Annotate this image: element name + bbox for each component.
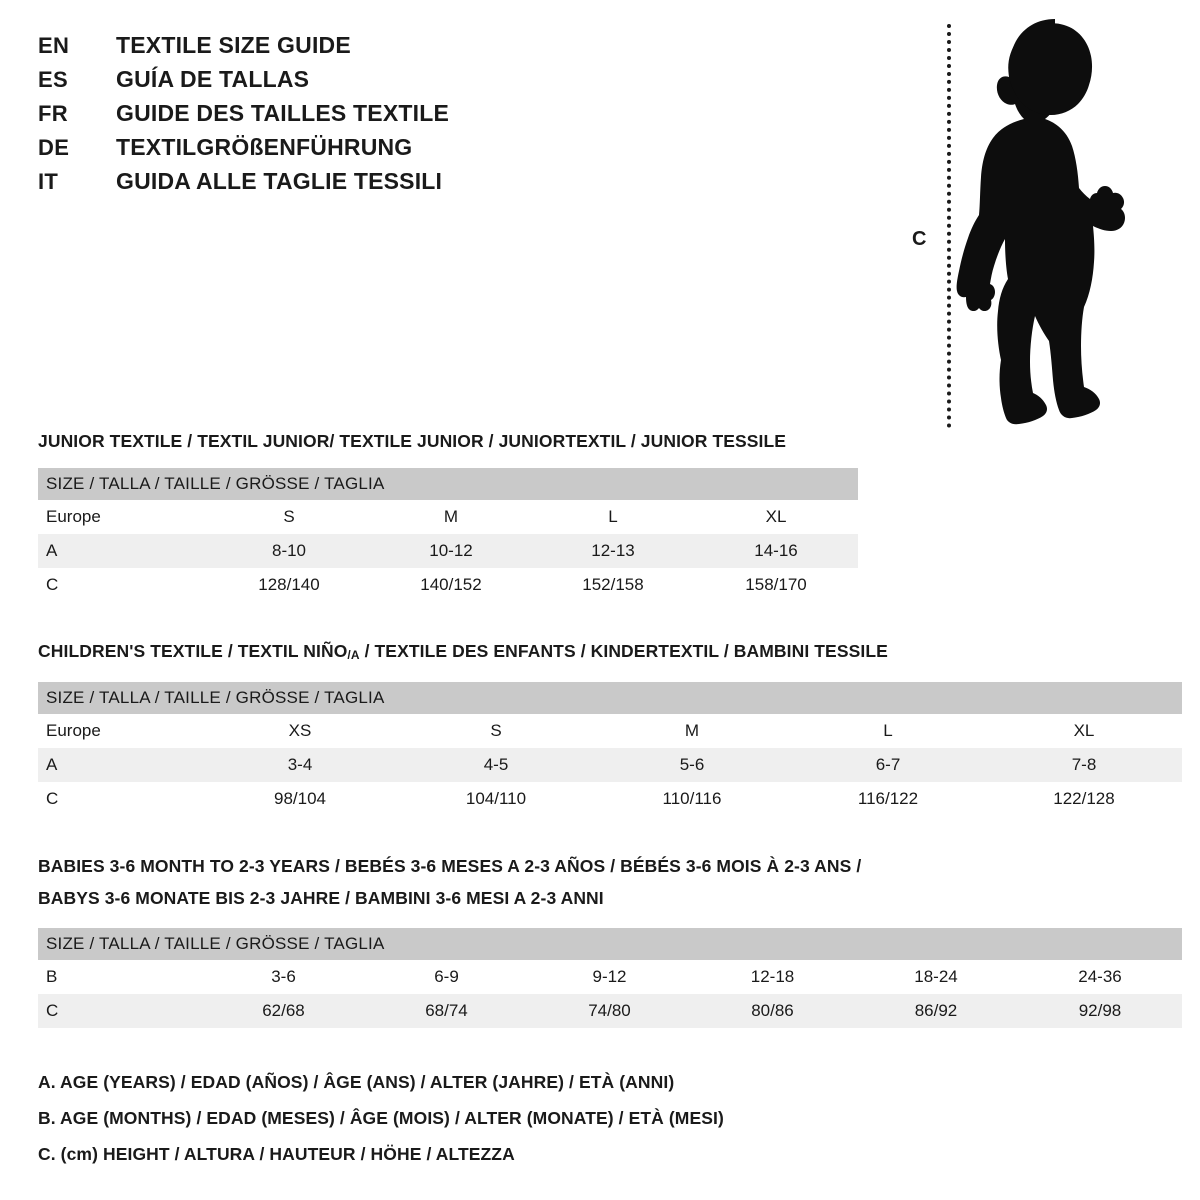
- cell-height: 128/140: [208, 568, 370, 602]
- table-header-band-junior: SIZE / TALLA / TAILLE / GRÖSSE / TAGLIA: [38, 468, 859, 500]
- cell-age-months: 9-12: [528, 960, 691, 994]
- cell-height: 98/104: [202, 782, 398, 816]
- cell-height: 62/68: [202, 994, 365, 1028]
- section-title-children-subscript: /A: [347, 648, 360, 662]
- cell-age: 6-7: [790, 748, 986, 782]
- cell-age-months: 18-24: [854, 960, 1018, 994]
- cell-size: XL: [986, 714, 1182, 748]
- row-label-c: C: [38, 782, 202, 816]
- language-title-it: GUIDA ALLE TAGLIE TESSILI: [116, 168, 443, 194]
- table-header-band-children: SIZE / TALLA / TAILLE / GRÖSSE / TAGLIA: [38, 682, 1182, 714]
- cell-age: 10-12: [370, 534, 532, 568]
- table-row: C 128/140 140/152 152/158 158/170: [38, 568, 859, 602]
- table-row: Europe S M L XL: [38, 500, 859, 534]
- table-row: Europe XS S M L XL: [38, 714, 1182, 748]
- table-row: C 98/104 104/110 110/116 116/122 122/128: [38, 782, 1182, 816]
- language-code-en: EN: [38, 33, 70, 58]
- cell-size: L: [532, 500, 694, 534]
- cell-age-months: 3-6: [202, 960, 365, 994]
- row-label-europe: Europe: [38, 500, 208, 534]
- language-row-fr: FR GUIDE DES TAILLES TEXTILE: [38, 100, 598, 134]
- language-code-fr: FR: [38, 101, 68, 126]
- cell-age-months: 24-36: [1018, 960, 1182, 994]
- height-measurement-figure: C: [890, 10, 1180, 435]
- cell-size: XL: [694, 500, 859, 534]
- section-title-junior: JUNIOR TEXTILE / TEXTIL JUNIOR/ TEXTILE …: [38, 431, 787, 451]
- language-title-de: TEXTILGRÖßENFÜHRUNG: [116, 134, 413, 160]
- row-label-a: A: [38, 534, 208, 568]
- language-code-it: IT: [38, 169, 59, 194]
- language-code-de: DE: [38, 135, 70, 160]
- children-size-table: SIZE / TALLA / TAILLE / GRÖSSE / TAGLIA …: [38, 682, 1182, 816]
- language-title-fr: GUIDE DES TAILLES TEXTILE: [116, 100, 449, 126]
- cell-age: 4-5: [398, 748, 594, 782]
- row-label-c: C: [38, 994, 202, 1028]
- section-title-children: CHILDREN'S TEXTILE / TEXTIL NIÑO/A / TEX…: [38, 637, 1182, 669]
- band-label-babies: SIZE / TALLA / TAILLE / GRÖSSE / TAGLIA: [38, 928, 1182, 960]
- cell-age: 5-6: [594, 748, 790, 782]
- height-marker-label: C: [912, 228, 927, 250]
- section-title-babies-line2: BABYS 3-6 MONATE BIS 2-3 JAHRE / BAMBINI…: [38, 888, 604, 908]
- table-row: C 62/68 68/74 74/80 80/86 86/92 92/98: [38, 994, 1182, 1028]
- cell-size: M: [370, 500, 532, 534]
- language-title-block: EN TEXTILE SIZE GUIDE ES GUÍA DE TALLAS …: [38, 32, 598, 202]
- cell-age: 7-8: [986, 748, 1182, 782]
- cell-height: 116/122: [790, 782, 986, 816]
- row-label-europe: Europe: [38, 714, 202, 748]
- language-row-en: EN TEXTILE SIZE GUIDE: [38, 32, 598, 66]
- language-row-it: IT GUIDA ALLE TAGLIE TESSILI: [38, 168, 598, 202]
- table-row: B 3-6 6-9 9-12 12-18 18-24 24-36: [38, 960, 1182, 994]
- cell-age-months: 12-18: [691, 960, 854, 994]
- cell-age: 8-10: [208, 534, 370, 568]
- cell-age-months: 6-9: [365, 960, 528, 994]
- cell-height: 152/158: [532, 568, 694, 602]
- section-title-children-post: / TEXTILE DES ENFANTS / KINDERTEXTIL / B…: [359, 641, 888, 661]
- cell-height: 140/152: [370, 568, 532, 602]
- cell-height: 86/92: [854, 994, 1018, 1028]
- cell-size: L: [790, 714, 986, 748]
- cell-size: S: [398, 714, 594, 748]
- toddler-silhouette-icon: [956, 19, 1125, 425]
- table-row: A 8-10 10-12 12-13 14-16: [38, 534, 859, 568]
- cell-height: 110/116: [594, 782, 790, 816]
- section-junior-textile: JUNIOR TEXTILE / TEXTIL JUNIOR/ TEXTILE …: [38, 427, 859, 602]
- cell-age: 14-16: [694, 534, 859, 568]
- cell-size: S: [208, 500, 370, 534]
- cell-height: 122/128: [986, 782, 1182, 816]
- language-code-es: ES: [38, 67, 68, 92]
- babies-size-table: SIZE / TALLA / TAILLE / GRÖSSE / TAGLIA …: [38, 928, 1182, 1028]
- band-label-children: SIZE / TALLA / TAILLE / GRÖSSE / TAGLIA: [38, 682, 1182, 714]
- section-title-children-pre: CHILDREN'S TEXTILE / TEXTIL NIÑO: [38, 641, 348, 661]
- language-row-de: DE TEXTILGRÖßENFÜHRUNG: [38, 134, 598, 168]
- legend-item-b: B. AGE (MONTHS) / EDAD (MESES) / ÂGE (MO…: [38, 1108, 724, 1128]
- language-row-es: ES GUÍA DE TALLAS: [38, 66, 598, 100]
- row-label-c: C: [38, 568, 208, 602]
- band-label-junior: SIZE / TALLA / TAILLE / GRÖSSE / TAGLIA: [38, 468, 859, 500]
- legend-item-c: C. (cm) HEIGHT / ALTURA / HAUTEUR / HÖHE…: [38, 1144, 515, 1164]
- row-label-a: A: [38, 748, 202, 782]
- cell-size: M: [594, 714, 790, 748]
- section-children-textile: CHILDREN'S TEXTILE / TEXTIL NIÑO/A / TEX…: [38, 637, 1182, 816]
- section-title-babies-line1: BABIES 3-6 MONTH TO 2-3 YEARS / BEBÉS 3-…: [38, 856, 862, 876]
- cell-height: 92/98: [1018, 994, 1182, 1028]
- language-title-es: GUÍA DE TALLAS: [116, 66, 310, 92]
- language-title-en: TEXTILE SIZE GUIDE: [116, 32, 351, 58]
- legend-block: A. AGE (YEARS) / EDAD (AÑOS) / ÂGE (ANS)…: [38, 1068, 724, 1168]
- cell-height: 68/74: [365, 994, 528, 1028]
- legend-item-a: A. AGE (YEARS) / EDAD (AÑOS) / ÂGE (ANS)…: [38, 1072, 675, 1092]
- table-header-band-babies: SIZE / TALLA / TAILLE / GRÖSSE / TAGLIA: [38, 928, 1182, 960]
- junior-size-table: SIZE / TALLA / TAILLE / GRÖSSE / TAGLIA …: [38, 468, 859, 602]
- row-label-b: B: [38, 960, 202, 994]
- height-dotted-line: [947, 24, 951, 428]
- cell-height: 104/110: [398, 782, 594, 816]
- cell-height: 74/80: [528, 994, 691, 1028]
- table-row: A 3-4 4-5 5-6 6-7 7-8: [38, 748, 1182, 782]
- section-babies-textile: BABIES 3-6 MONTH TO 2-3 YEARS / BEBÉS 3-…: [38, 852, 1182, 1028]
- cell-size: XS: [202, 714, 398, 748]
- cell-height: 80/86: [691, 994, 854, 1028]
- cell-age: 12-13: [532, 534, 694, 568]
- cell-age: 3-4: [202, 748, 398, 782]
- cell-height: 158/170: [694, 568, 859, 602]
